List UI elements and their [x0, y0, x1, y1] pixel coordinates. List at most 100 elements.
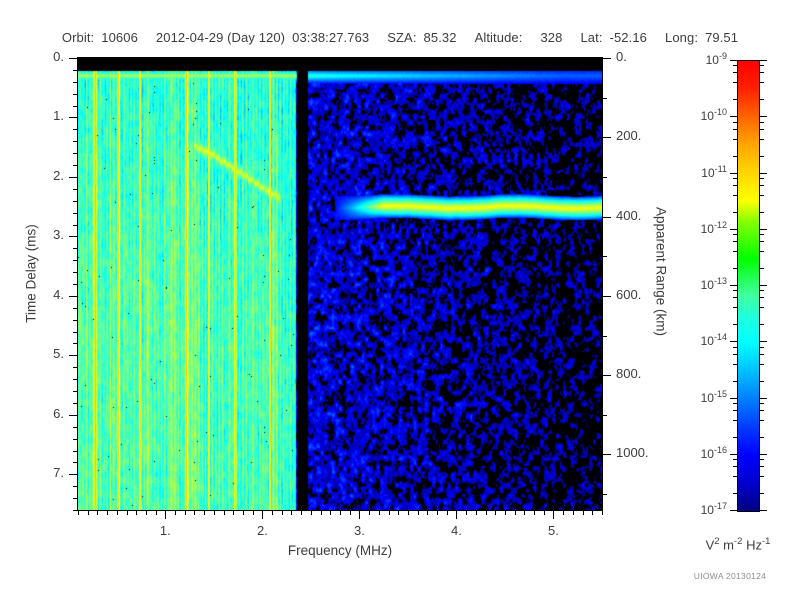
colorbar-minor-tick	[733, 241, 738, 243]
y2-axis-tick-label: 200.	[616, 128, 642, 144]
x-axis-minor-tick	[272, 510, 274, 515]
x-axis-minor-tick	[233, 510, 235, 515]
colorbar-tick-mantissa: 10	[700, 221, 714, 236]
x-axis-minor-tick	[466, 510, 468, 515]
x-axis-major-tick-top	[456, 58, 458, 67]
colorbar-unit-label: V2 m-2 Hz-1	[676, 536, 800, 552]
x-axis-minor-tick	[281, 510, 283, 515]
unit-volts-exponent: 2	[714, 536, 720, 547]
radargram-plot-area	[78, 58, 602, 510]
x-axis-major-tick-top	[553, 58, 555, 67]
colorbar-major-tick	[730, 116, 738, 118]
colorbar-major-tick-right	[759, 510, 767, 511]
x-axis-tick-label: 1.	[159, 523, 171, 538]
header-lat-value: -52.16	[609, 30, 648, 45]
colorbar-minor-tick-right	[759, 436, 764, 438]
x-axis-minor-tick-top	[223, 58, 225, 63]
colorbar-minor-tick-right	[759, 234, 764, 236]
x-axis-minor-tick	[97, 510, 99, 515]
colorbar-gradient	[738, 61, 759, 511]
x-axis-minor-tick-top	[495, 58, 497, 63]
x-axis-minor-tick-top	[301, 58, 303, 63]
x-axis-minor-tick-top	[281, 58, 283, 63]
x-axis-minor-tick-top	[417, 58, 419, 63]
x-axis-minor-tick-top	[340, 58, 341, 63]
y-axis-minor-tick	[73, 188, 78, 190]
colorbar-minor-tick-right	[759, 324, 764, 326]
y-axis-minor-tick	[73, 200, 78, 202]
colorbar-tick-mantissa: 10	[700, 334, 714, 349]
x-axis-minor-tick-top	[97, 58, 99, 63]
x-axis-minor-tick-top	[543, 58, 545, 63]
colorbar-minor-tick-right	[759, 268, 764, 270]
x-axis-minor-tick-top	[514, 58, 516, 63]
colorbar-minor-tick-right	[759, 346, 764, 348]
x-axis-minor-tick-top	[437, 58, 439, 63]
y-axis-minor-tick	[73, 105, 78, 107]
colorbar-minor-tick	[733, 211, 738, 213]
x-axis-minor-tick-top	[388, 58, 390, 63]
colorbar-minor-tick	[733, 466, 738, 468]
colorbar-tick-label: 10-9	[665, 51, 727, 67]
y-axis-minor-tick	[73, 81, 78, 83]
colorbar-tick-exponent: -17	[713, 501, 727, 511]
x-axis-minor-tick-top	[572, 58, 574, 63]
x-axis-minor-tick	[602, 510, 603, 515]
unit-hertz: Hz	[742, 537, 762, 553]
colorbar-minor-tick-right	[759, 409, 764, 411]
x-axis-minor-tick-top	[272, 58, 274, 63]
colorbar-minor-tick	[733, 324, 738, 326]
x-axis-minor-tick	[223, 510, 225, 515]
colorbar-tick-exponent: -13	[713, 276, 727, 286]
y2-axis-major-tick	[602, 58, 611, 59]
colorbar-tick-mantissa: 10	[700, 390, 714, 405]
colorbar-minor-tick-right	[759, 353, 764, 355]
y2-axis-minor-tick	[602, 256, 607, 258]
x-axis-minor-tick	[524, 510, 526, 515]
y-axis-minor-tick	[73, 426, 78, 428]
y-axis-minor-tick	[73, 165, 78, 167]
x-axis-minor-tick-top	[213, 58, 215, 63]
colorbar-minor-tick-right	[759, 128, 764, 130]
x-axis-minor-tick	[378, 510, 380, 515]
colorbar-major-tick-right	[759, 341, 767, 343]
colorbar-minor-tick-right	[759, 251, 764, 253]
colorbar-minor-tick-right	[759, 363, 764, 365]
x-axis-minor-tick-top	[320, 58, 322, 63]
x-axis-minor-tick	[369, 510, 371, 515]
y-axis-major-tick	[69, 176, 78, 178]
colorbar-tick-label: 10-14	[665, 332, 727, 348]
x-axis-minor-tick	[291, 510, 293, 515]
x-axis-major-tick-top	[165, 58, 167, 67]
x-axis-minor-tick	[504, 510, 506, 515]
colorbar-minor-tick-right	[759, 155, 764, 157]
colorbar-minor-tick	[733, 128, 738, 130]
y2-axis-tick-label: 1000.	[616, 445, 649, 461]
colorbar-minor-tick	[733, 290, 738, 292]
y-axis-minor-tick	[73, 486, 78, 488]
colorbar-major-tick-right	[759, 453, 767, 455]
colorbar-tick-label: 10-13	[665, 276, 727, 292]
y-axis-major-tick	[69, 295, 78, 297]
colorbar-minor-tick-right	[759, 466, 764, 468]
y-axis-minor-tick	[73, 331, 78, 333]
x-axis-minor-tick	[340, 510, 341, 515]
y-axis-minor-tick	[73, 450, 78, 452]
colorbar-minor-tick	[733, 346, 738, 348]
y-axis-minor-tick	[73, 153, 78, 155]
y-axis-minor-tick	[73, 307, 78, 309]
y2-axis-minor-tick	[602, 494, 607, 496]
colorbar-major-tick	[730, 453, 738, 455]
colorbar-major-tick-right	[759, 228, 767, 230]
unit-metres-exponent: -2	[734, 536, 743, 547]
colorbar-minor-tick	[733, 436, 738, 438]
colorbar-tick-label: 10-15	[665, 389, 727, 405]
x-axis-minor-tick	[485, 510, 487, 515]
y-axis-major-tick	[69, 58, 78, 59]
colorbar-major-tick	[730, 228, 738, 230]
y-axis-major-tick	[69, 117, 78, 119]
x-axis-minor-tick	[543, 510, 545, 515]
colorbar-minor-tick	[733, 419, 738, 421]
x-axis-major-tick	[262, 510, 264, 519]
colorbar-minor-tick	[733, 363, 738, 365]
